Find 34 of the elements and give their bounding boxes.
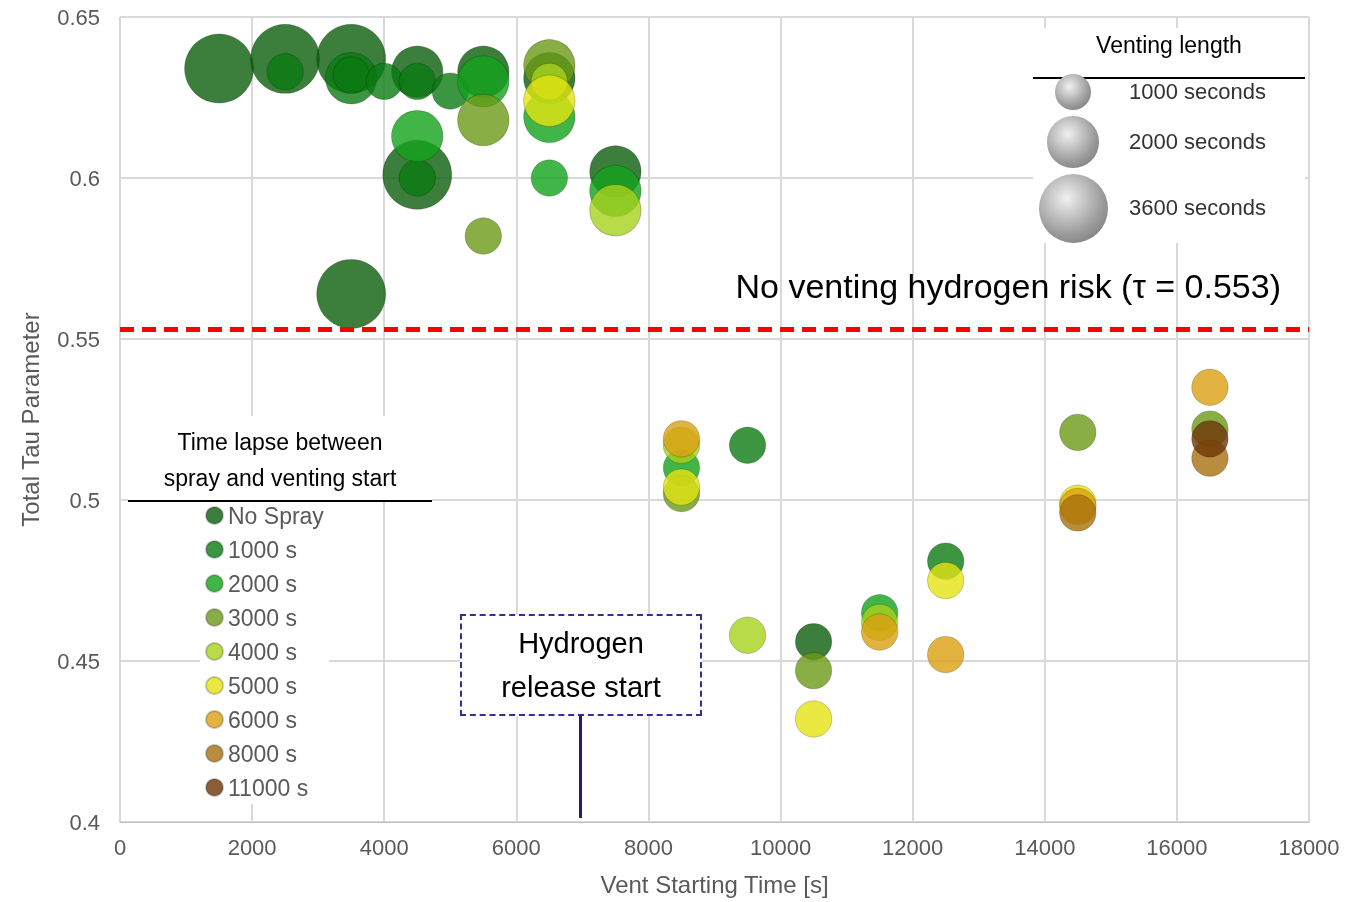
legend-label: 4000 s <box>228 638 298 665</box>
y-tick-label: 0.5 <box>69 487 100 513</box>
y-tick-label: 0.6 <box>69 165 100 191</box>
legend-label: 1000 seconds <box>1129 79 1266 106</box>
x-tick-label: 16000 <box>1146 834 1208 860</box>
legend-title: Time lapse between spray and venting start <box>162 428 398 493</box>
x-tick-label: 6000 <box>491 834 541 860</box>
legend-label: 11000 s <box>228 774 309 801</box>
legend-label: 5000 s <box>228 672 298 699</box>
y-tick-label: 0.65 <box>57 4 100 30</box>
legend-label: 2000 seconds <box>1129 129 1266 156</box>
x-tick-label: 10000 <box>749 834 812 860</box>
x-tick-label: 18000 <box>1278 834 1340 860</box>
y-tick-label: 0.4 <box>69 809 100 835</box>
legend-label: 2000 s <box>228 570 298 597</box>
x-tick-label: 14000 <box>1014 834 1076 860</box>
legend-label: 8000 s <box>228 740 298 767</box>
y-tick-label: 0.55 <box>57 326 100 352</box>
x-tick-label: 4000 <box>359 834 409 860</box>
annotation: Hydrogen release start <box>500 626 662 705</box>
x-tick-label: 0 <box>113 834 127 860</box>
ref-line-label: No venting hydrogen risk (τ = 0.553) <box>735 267 1281 306</box>
legend-label: 1000 s <box>228 536 298 563</box>
x-tick-label: 2000 <box>227 834 277 860</box>
legend-label: 3000 s <box>228 604 298 631</box>
x-tick-label: 8000 <box>623 834 673 860</box>
legend-label: 6000 s <box>228 706 298 733</box>
x-axis-title: Vent Starting Time [s] <box>600 870 829 898</box>
y-axis-title: Total Tau Parameter <box>16 312 44 527</box>
x-tick-label: 12000 <box>882 834 944 860</box>
y-tick-label: 0.45 <box>57 648 100 674</box>
legend-label: No Spray <box>228 502 325 529</box>
annotation: Venting length <box>1095 31 1243 60</box>
legend-label: 3600 seconds <box>1129 195 1266 222</box>
